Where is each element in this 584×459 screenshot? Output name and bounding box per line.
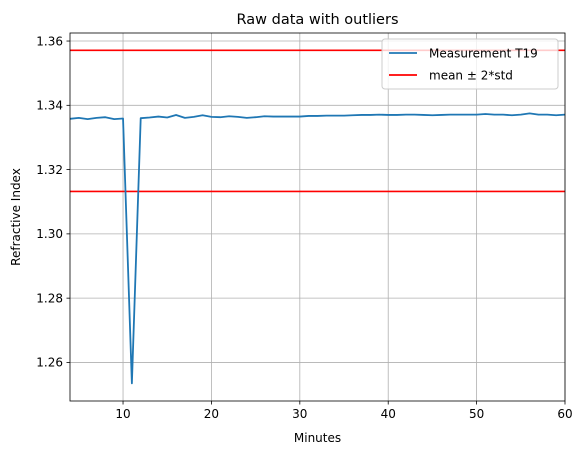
y-tick-label: 1.36 — [36, 34, 63, 48]
grid — [70, 33, 566, 401]
chart-title: Raw data with outliers — [237, 12, 399, 28]
measurement-line — [69, 112, 566, 385]
x-tick-label: 10 — [115, 407, 130, 421]
x-tick-label: 30 — [292, 407, 307, 421]
legend: Measurement T19 mean ± 2*std — [381, 38, 559, 90]
y-axis-ticks: 1.26 1.28 1.30 1.32 1.34 1.36 — [36, 34, 70, 370]
legend-label-measurement: Measurement T19 — [429, 47, 538, 61]
x-axis-label: Minutes — [294, 431, 341, 445]
legend-label-bounds: mean ± 2*std — [429, 69, 513, 83]
y-tick-label: 1.32 — [36, 163, 63, 177]
x-axis-ticks: 10 20 30 40 50 60 — [115, 401, 573, 421]
legend-box — [381, 38, 559, 90]
y-tick-label: 1.26 — [36, 356, 63, 370]
plot-area-frame — [69, 32, 566, 402]
x-tick-label: 40 — [381, 407, 396, 421]
x-tick-label: 60 — [557, 407, 572, 421]
x-tick-label: 20 — [204, 407, 219, 421]
x-tick-label: 50 — [469, 407, 484, 421]
y-tick-label: 1.30 — [36, 227, 63, 241]
y-tick-label: 1.28 — [36, 291, 63, 305]
y-tick-label: 1.34 — [36, 99, 63, 113]
y-axis-label: Refractive Index — [9, 168, 23, 266]
series-lines — [69, 112, 566, 385]
